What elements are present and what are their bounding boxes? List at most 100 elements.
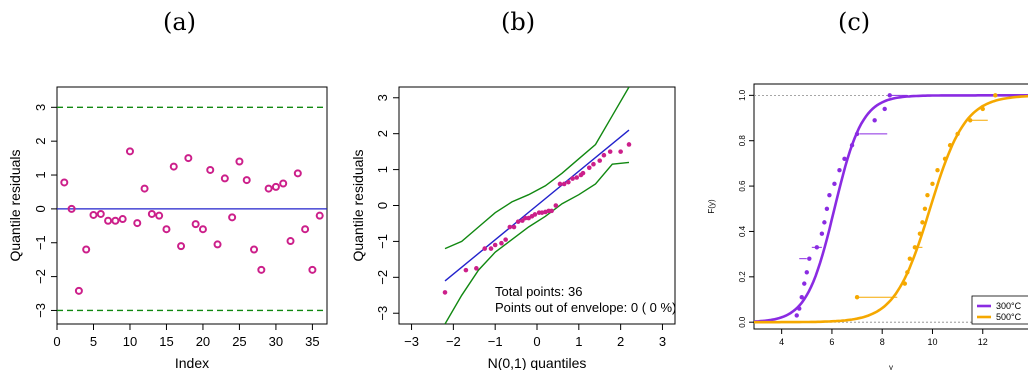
y-tick-label: −2 (33, 269, 48, 284)
data-point (125, 147, 134, 156)
data-point (507, 224, 513, 230)
data-point (980, 106, 985, 112)
x-tick-label: 35 (305, 334, 319, 349)
data-point (842, 156, 847, 162)
data-point (799, 295, 804, 300)
data-point (854, 131, 860, 137)
data-point (492, 242, 498, 248)
y-tick-label: 0.0 (738, 316, 747, 328)
data-point (191, 220, 200, 229)
data-point (955, 131, 960, 137)
data-point (532, 212, 538, 217)
data-point (301, 225, 310, 234)
data-point (169, 162, 178, 171)
data-point (942, 156, 948, 162)
data-point (228, 213, 237, 222)
data-point (442, 290, 448, 295)
data-point (206, 165, 215, 174)
plot-frame (56, 86, 328, 325)
plot-frame (753, 83, 1028, 330)
data-point (133, 219, 142, 228)
reference-line (444, 129, 630, 282)
data-point (947, 143, 953, 148)
x-tick-label: 12 (978, 337, 988, 347)
data-point (993, 93, 998, 98)
legend-label: 300°C (996, 301, 1022, 311)
data-point (580, 170, 586, 176)
data-point (488, 246, 494, 251)
data-point (819, 231, 825, 236)
x-axis-title: N(0,1) quantiles (488, 355, 587, 370)
panel-label-b: (b) (501, 8, 536, 36)
y-axis-title: Quantile residuals (7, 149, 23, 261)
data-point (561, 181, 567, 187)
data-point (566, 179, 571, 185)
y-tick-label: 2 (375, 130, 390, 137)
data-point (912, 245, 918, 250)
y-tick-label: 0 (33, 205, 48, 212)
data-point (967, 118, 973, 123)
data-point (522, 215, 528, 221)
data-point (570, 176, 575, 181)
data-point (293, 169, 302, 178)
x-axis-title: y (889, 363, 893, 370)
data-point (804, 270, 809, 275)
y-axis-title: F(y) (707, 199, 716, 214)
x-tick-label: −3 (404, 334, 419, 349)
data-point (499, 240, 504, 246)
data-point (155, 211, 164, 220)
y-tick-label: −1 (375, 234, 390, 249)
data-point (837, 168, 842, 173)
y-tick-label: 3 (375, 94, 390, 101)
data-point (922, 206, 928, 211)
data-point (515, 219, 521, 224)
data-point (474, 266, 479, 271)
y-tick-label: −3 (375, 306, 390, 321)
data-point (832, 181, 837, 187)
x-tick-label: −1 (488, 334, 503, 349)
data-point (802, 281, 807, 286)
data-point (854, 295, 860, 300)
data-point (827, 192, 832, 198)
y-tick-label: 0 (375, 202, 390, 209)
data-point (250, 245, 259, 254)
data-point (213, 240, 222, 249)
y-tick-label: −3 (33, 303, 48, 318)
cdf-curve (754, 94, 1028, 323)
data-point (118, 215, 127, 224)
x-tick-label: 25 (232, 334, 246, 349)
data-point (482, 246, 488, 251)
data-point (586, 165, 592, 171)
data-point (907, 256, 913, 261)
x-tick-label: 6 (829, 337, 834, 347)
data-point (814, 245, 820, 250)
data-point (574, 175, 580, 180)
x-tick-label: 3 (659, 334, 666, 349)
residual-index-plot: 0 5 10 15 20 25 30 35 −3 −2 −1 0 1 2 3 Index Quantile re… (7, 86, 328, 370)
data-point (463, 267, 469, 273)
x-tick-label: 2 (617, 334, 624, 349)
data-point (822, 220, 827, 225)
data-point (286, 237, 295, 246)
x-axis-title: Index (175, 355, 209, 370)
envelope-upper (444, 87, 630, 250)
x-tick-label: 0 (53, 334, 60, 349)
x-tick-label: −2 (446, 334, 461, 349)
data-point (235, 157, 244, 166)
data-point (279, 179, 288, 188)
cdf-curve (754, 94, 1028, 324)
plot-area (442, 87, 632, 324)
x-tick-label: 20 (196, 334, 210, 349)
data-point (925, 192, 930, 198)
x-tick-label: 1 (575, 334, 582, 349)
data-point (549, 208, 554, 214)
data-point (198, 225, 207, 234)
y-tick-label: 2 (33, 138, 48, 145)
data-point (601, 152, 607, 158)
x-tick-label: 10 (123, 334, 137, 349)
y-tick-label: 3 (33, 104, 48, 111)
data-point (807, 256, 812, 261)
annotation-envelope: Points out of envelope: 0 ( 0 %) (495, 300, 676, 315)
data-point (607, 149, 613, 154)
